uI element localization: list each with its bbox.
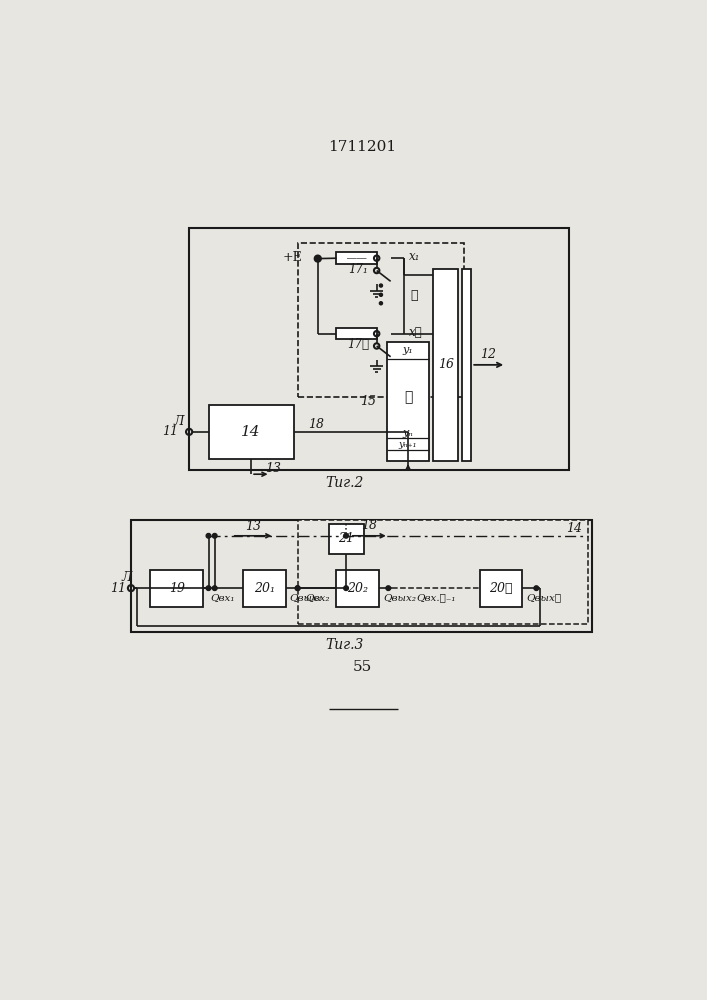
Text: 55: 55	[352, 660, 372, 674]
Text: 13: 13	[265, 462, 281, 475]
Text: 12: 12	[480, 348, 496, 361]
Text: Qвх₂: Qвх₂	[305, 593, 330, 602]
Bar	[243, 570, 286, 607]
Text: 13: 13	[245, 520, 261, 533]
Text: 18: 18	[361, 519, 378, 532]
Bar	[433, 269, 458, 461]
Bar	[298, 520, 588, 624]
Bar	[189, 228, 569, 470]
Text: 1711201: 1711201	[328, 140, 396, 154]
Text: 11: 11	[110, 582, 127, 595]
Text: Qвх.⑀₋₁: Qвх.⑀₋₁	[416, 593, 456, 602]
Bar	[209, 405, 293, 459]
Bar	[462, 269, 472, 461]
Text: 21: 21	[338, 532, 354, 545]
Text: yₙ: yₙ	[403, 428, 414, 438]
Text: 17₁: 17₁	[349, 263, 368, 276]
Text: 15: 15	[360, 395, 376, 408]
Text: Qвых⑀: Qвых⑀	[526, 593, 561, 602]
Text: +E: +E	[283, 251, 303, 264]
Circle shape	[380, 302, 382, 305]
Text: 14: 14	[566, 522, 582, 535]
Bar	[480, 570, 522, 607]
Text: 18: 18	[308, 418, 324, 431]
Text: Τиг.2: Τиг.2	[325, 476, 363, 490]
Text: 20₂: 20₂	[347, 582, 368, 595]
Text: Л: Л	[173, 415, 183, 428]
Bar	[298, 243, 464, 397]
Circle shape	[534, 586, 539, 590]
Circle shape	[344, 586, 349, 590]
Circle shape	[344, 533, 349, 538]
Circle shape	[296, 586, 300, 590]
Bar	[337, 328, 377, 339]
Text: 11: 11	[163, 425, 178, 438]
Text: Л: Л	[122, 571, 132, 584]
Bar	[329, 524, 363, 554]
Circle shape	[380, 293, 382, 296]
Circle shape	[380, 284, 382, 287]
Circle shape	[386, 586, 391, 590]
Text: 17⑀: 17⑀	[347, 338, 369, 351]
Text: 20⑀: 20⑀	[489, 582, 513, 595]
Text: 20₁: 20₁	[255, 582, 275, 595]
Bar	[337, 252, 377, 264]
Circle shape	[206, 533, 211, 538]
Text: y₁: y₁	[403, 345, 414, 355]
Text: ――: ――	[346, 254, 366, 263]
Circle shape	[206, 586, 211, 590]
Circle shape	[296, 586, 300, 590]
Circle shape	[212, 586, 217, 590]
Circle shape	[315, 256, 320, 261]
Text: 16: 16	[438, 358, 454, 371]
Text: 19: 19	[169, 582, 185, 595]
Text: ⋯: ⋯	[404, 391, 412, 405]
Text: Qвых₂: Qвых₂	[383, 593, 416, 602]
Text: x⑀: x⑀	[409, 326, 423, 339]
Circle shape	[212, 533, 217, 538]
Bar	[387, 342, 429, 461]
Text: yₙ₊₁: yₙ₊₁	[399, 440, 417, 449]
Text: Τиг.3: Τиг.3	[325, 638, 363, 652]
Bar	[337, 570, 379, 607]
Bar	[151, 570, 203, 607]
Bar	[131, 520, 592, 632]
Text: x₁: x₁	[409, 250, 421, 263]
Text: 14: 14	[241, 425, 261, 439]
Text: Qвых₁: Qвых₁	[290, 593, 323, 602]
Text: Qвх₁: Qвх₁	[211, 593, 235, 602]
Text: ⋯: ⋯	[410, 289, 418, 302]
